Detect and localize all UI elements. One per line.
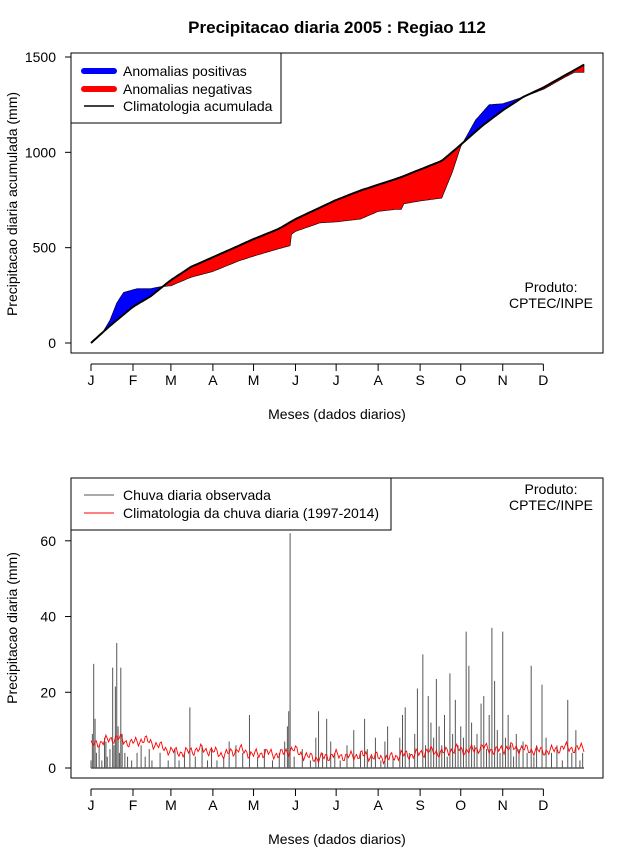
accumulated-legend: Anomalias positivas Anomalias negativas … [70,52,282,124]
accumulated-x-tick-label: D [538,372,548,388]
daily-x-label: Meses (dados diarios) [268,831,406,847]
legend-label-climatology-daily: Climatologia da chuva diaria (1997-2014) [123,505,379,521]
daily-x-tick-label: S [415,797,424,813]
accumulated-x-tick-label: J [333,372,340,388]
daily-x-tick-label: J [88,797,95,813]
product-name-top: CPTEC/INPE [509,295,593,311]
daily-y-tick-label: 40 [40,609,56,625]
daily-y-tick-label: 60 [40,533,56,549]
daily-x-tick-label: M [248,797,260,813]
accumulated-climatology-line [90,63,585,344]
daily-x-tick-label: M [165,797,177,813]
accumulated-y-tick-label: 0 [48,335,56,351]
daily-legend-box [70,477,392,531]
chart-title: Precipitacao diaria 2005 : Regiao 112 [188,18,486,37]
daily-x-tick-label: J [292,797,299,813]
legend-label-climatology: Climatologia acumulada [123,98,273,114]
accumulated-plot: 0 500 1000 1500 J F M A M J J A S O N D Meses (dados d… [4,49,604,422]
accumulated-x-tick-label: M [248,372,260,388]
accumulated-y-axis: 0 500 1000 1500 [25,49,72,351]
accumulated-y-tick-label: 500 [33,240,57,256]
daily-plot: 0 20 40 60 J F M A M J J A S O N D Meses (dados diario… [4,477,604,847]
accumulated-x-tick-label: A [208,372,218,388]
daily-climatology-line [90,732,585,765]
daily-observed-bars [90,533,584,768]
accumulated-x-label: Meses (dados diarios) [268,406,406,422]
negative-anomaly-area [163,142,463,287]
legend-label-negative: Anomalias negativas [123,81,252,97]
legend-label-observed: Chuva diaria observada [123,487,271,503]
daily-x-tick-label: O [455,797,466,813]
daily-x-tick-label: F [129,797,138,813]
accumulated-x-tick-label: M [165,372,177,388]
daily-y-tick-label: 20 [40,684,56,700]
daily-x-tick-label: J [333,797,340,813]
daily-y-label: Precipitacao diaria (mm) [4,552,20,704]
accumulated-x-tick-label: J [292,372,299,388]
product-name-bottom: CPTEC/INPE [509,497,593,513]
daily-y-tick-label: 0 [48,760,56,776]
accumulated-x-tick-label: O [455,372,466,388]
daily-x-tick-label: D [538,797,548,813]
accumulated-x-tick-label: J [88,372,95,388]
accumulated-x-tick-label: F [129,372,138,388]
daily-x-tick-label: N [498,797,508,813]
daily-x-tick-label: A [208,797,218,813]
accumulated-y-tick-label: 1000 [25,144,56,160]
accumulated-x-tick-label: N [498,372,508,388]
accumulated-y-label: Precipitacao diaria acumulada (mm) [4,92,20,316]
daily-x-tick-label: A [373,797,383,813]
accumulated-y-tick-label: 1500 [25,49,56,65]
daily-legend: Chuva diaria observada Climatologia da c… [70,477,392,531]
daily-y-axis: 0 20 40 60 [40,533,72,776]
product-label-bottom: Produto: [525,481,578,497]
legend-label-positive: Anomalias positivas [123,63,247,79]
accumulated-x-tick-label: S [415,372,424,388]
product-label-top: Produto: [525,279,578,295]
accumulated-x-tick-label: A [373,372,383,388]
